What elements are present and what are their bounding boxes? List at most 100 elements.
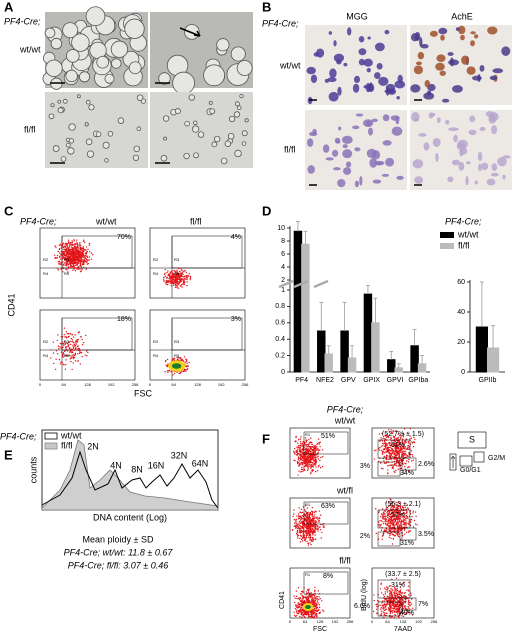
cell-dot — [373, 449, 376, 452]
cell-dot — [319, 459, 321, 462]
cell-dot — [386, 589, 388, 591]
cell-dot — [169, 282, 171, 285]
cell-dot — [309, 462, 311, 464]
cell-dot — [380, 612, 383, 615]
cell-dot — [410, 437, 413, 439]
cell-dot — [306, 589, 309, 591]
cell-dot — [317, 455, 319, 457]
cell — [477, 151, 483, 162]
cell-dot — [399, 502, 401, 505]
cell-dot — [401, 615, 403, 617]
cell-dot — [298, 515, 301, 518]
cell-dot — [184, 361, 186, 363]
cell-dot — [298, 470, 300, 472]
cell — [312, 128, 317, 135]
cell-dot — [406, 511, 408, 513]
cell-dot — [304, 616, 306, 619]
cell — [358, 48, 367, 56]
cell — [486, 178, 496, 186]
cell-dot — [307, 511, 309, 514]
cell-dot — [63, 248, 65, 251]
cell-dot — [172, 357, 174, 360]
cell-dot — [389, 508, 392, 510]
cell-dot — [375, 508, 377, 510]
cell-dot — [74, 353, 76, 356]
y-tick-label: 10 — [277, 225, 285, 232]
cell-dot — [306, 514, 308, 516]
cell-dot — [386, 513, 389, 515]
cell-dot — [314, 597, 317, 599]
cell-dot — [385, 434, 388, 436]
y-tick-label: 40 — [457, 309, 465, 316]
cell-dot — [408, 594, 410, 596]
cell-dot — [402, 443, 405, 446]
cell-dot — [305, 536, 308, 538]
cell-dot — [314, 448, 316, 451]
cell-dot — [302, 615, 304, 617]
cell-dot — [403, 428, 406, 430]
cell — [447, 176, 454, 183]
cell-dot — [53, 362, 55, 365]
cell-dot — [86, 250, 88, 253]
cell-dot — [316, 616, 318, 619]
cell — [66, 49, 80, 63]
cell-dot — [298, 527, 300, 529]
gate-label: R3 — [64, 339, 70, 344]
cell-dot — [381, 516, 384, 518]
legend-swatch — [44, 442, 58, 450]
cell-dot — [171, 276, 173, 279]
gate-label: R5 — [64, 353, 70, 358]
cell-dot — [301, 451, 303, 453]
cell-dot — [313, 613, 315, 615]
cell-dot — [311, 449, 313, 451]
cell-dot — [319, 514, 322, 516]
cell-dot — [306, 459, 309, 461]
cell-dot — [401, 513, 403, 515]
cell — [470, 40, 475, 47]
cell-dot — [392, 430, 394, 433]
cell-dot — [82, 266, 85, 269]
cell-dot — [380, 445, 383, 448]
cell-dot — [411, 453, 413, 456]
cell-dot — [87, 248, 89, 250]
cell-dot — [176, 271, 178, 273]
cell-dot — [396, 504, 398, 506]
cell-dot — [76, 262, 79, 264]
cell-dot — [295, 595, 298, 598]
cell-dot — [62, 253, 64, 255]
cell-dot — [404, 608, 406, 611]
cell-dot — [304, 525, 307, 527]
cell-dot — [394, 471, 396, 474]
cell — [395, 116, 400, 125]
cell — [342, 144, 348, 149]
cell-dot — [174, 286, 177, 289]
cell-dot — [316, 517, 318, 520]
cell-dot — [59, 258, 62, 260]
cell-dot — [86, 263, 88, 265]
label: CD41 — [279, 591, 286, 609]
cell — [328, 91, 339, 102]
cell — [362, 119, 374, 128]
cell-dot — [62, 266, 64, 269]
cell-dot — [398, 448, 400, 451]
tick-label: 128 — [317, 619, 324, 624]
legend-swatch — [44, 432, 58, 440]
cell-dot — [70, 343, 72, 346]
cell-dot — [385, 446, 387, 448]
cell-dot — [310, 518, 312, 521]
y-tick-label: 0.4 — [275, 336, 285, 343]
cell-dot — [315, 608, 318, 610]
cell-dot — [310, 510, 313, 512]
gate-label: R5 — [174, 271, 180, 276]
cell-dot — [396, 584, 398, 587]
cell-dot — [307, 466, 309, 469]
cell-dot — [311, 529, 313, 531]
tick-label: 128 — [194, 382, 201, 387]
cell-dot — [60, 262, 63, 264]
cell — [88, 104, 95, 111]
cell-dot — [61, 257, 64, 259]
cell-dot — [408, 446, 410, 448]
cell — [458, 161, 465, 171]
cell-dot — [295, 522, 298, 524]
cell-dot — [183, 277, 186, 280]
